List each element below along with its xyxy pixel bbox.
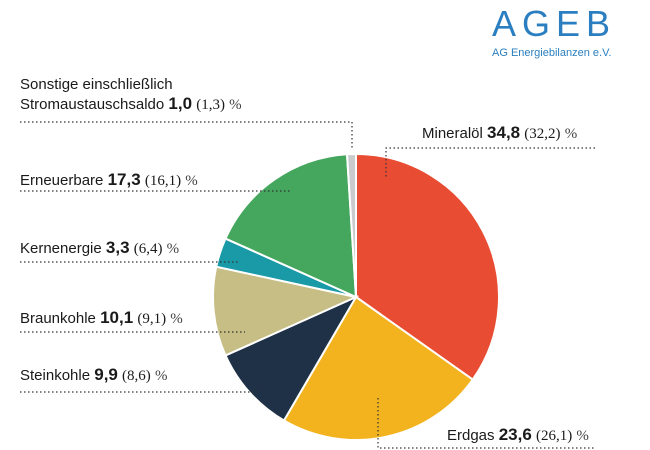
unit-kernenergie: % xyxy=(166,241,180,257)
prev-erdgas: (26,1) xyxy=(535,428,573,444)
prev-erneuerbare: (16,1) xyxy=(144,173,182,189)
label-erdgas: Erdgas 23,6 (26,1) % xyxy=(447,425,589,445)
pie-slice-braunkohle xyxy=(212,265,360,357)
label-steinkohle: Steinkohle 9,9 (8,6) % xyxy=(20,365,167,385)
prev-sonstige: (1,3) xyxy=(196,97,225,113)
label-erneuerbare: Erneuerbare 17,3 (16,1) % xyxy=(20,170,198,190)
ageb-logo-subtitle: AG Energiebilanzen e.V. xyxy=(492,47,612,59)
prev-kernenergie: (6,4) xyxy=(133,241,163,257)
value-erneuerbare: 17,3 xyxy=(107,170,141,189)
unit-mineraloel: % xyxy=(564,126,578,142)
value-mineraloel: 34,8 xyxy=(487,123,521,142)
unit-erneuerbare: % xyxy=(185,173,198,189)
pie-slice-mineraloel xyxy=(355,152,501,381)
pie-slice-erneuerbare xyxy=(224,153,358,299)
pie-slice-erdgas xyxy=(282,295,475,441)
pie-slices xyxy=(212,152,501,441)
value-kernenergie: 3,3 xyxy=(105,238,130,257)
label-steinkohle-name: Steinkohle xyxy=(20,367,91,384)
value-sonstige: 1,0 xyxy=(168,94,193,113)
prev-mineraloel: (32,2) xyxy=(524,126,561,142)
unit-braunkohle: % xyxy=(170,311,183,327)
unit-sonstige: % xyxy=(229,97,242,113)
label-sonstige-line1: Sonstige einschließlich xyxy=(20,76,173,93)
label-kernenergie-name: Kernenergie xyxy=(20,240,102,257)
label-kernenergie: Kernenergie 3,3 (6,4) % xyxy=(20,238,179,258)
leader-line-mineraloel xyxy=(385,147,595,178)
value-braunkohle: 10,1 xyxy=(100,308,134,327)
value-steinkohle: 9,9 xyxy=(94,365,118,384)
unit-erdgas: % xyxy=(576,428,589,444)
leader-line-erdgas xyxy=(377,398,595,449)
label-mineraloel: Mineralöl 34,8 (32,2) % xyxy=(422,123,577,143)
label-erdgas-name: Erdgas xyxy=(447,427,495,444)
unit-steinkohle: % xyxy=(154,368,168,384)
pie-slice-steinkohle xyxy=(224,294,359,422)
prev-steinkohle: (8,6) xyxy=(122,368,151,384)
leader-lines xyxy=(20,121,595,449)
value-erdgas: 23,6 xyxy=(498,425,532,444)
label-mineraloel-name: Mineralöl xyxy=(422,125,483,142)
pie-slice-sonstige xyxy=(345,152,357,298)
ageb-logo: AGEB xyxy=(492,3,617,44)
label-erneuerbare-name: Erneuerbare xyxy=(20,172,104,189)
label-braunkohle-name: Braunkohle xyxy=(20,310,96,327)
leader-line-sonstige xyxy=(20,121,353,150)
prev-braunkohle: (9,1) xyxy=(137,311,167,327)
label-sonstige: Sonstige einschließlich Stromaustauschsa… xyxy=(20,76,242,114)
label-sonstige-line2: Stromaustauschsaldo xyxy=(20,96,165,113)
label-braunkohle: Braunkohle 10,1 (9,1) % xyxy=(20,308,183,328)
